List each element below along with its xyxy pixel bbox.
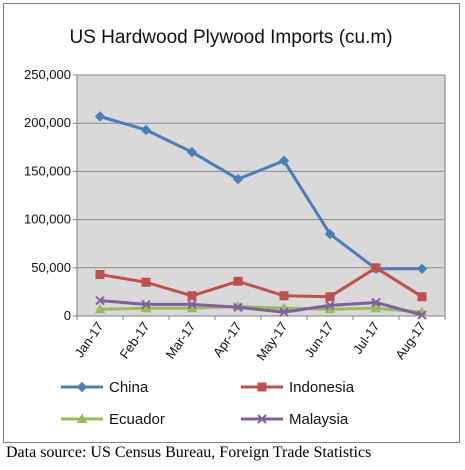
source-note: Data source: US Census Bureau, Foreign T… — [6, 444, 372, 461]
data-point-china — [324, 228, 336, 240]
legend-label-malaysia: Malaysia — [289, 411, 349, 428]
data-point-malaysia — [279, 307, 289, 317]
data-point-ecuador — [94, 303, 106, 314]
data-point-china — [94, 111, 106, 122]
line-chart: US Hardwood Plywood Imports (cu.m) 0 50,0… — [3, 3, 460, 443]
legend-marker-indonesia — [257, 382, 267, 392]
data-point-malaysia — [417, 310, 427, 320]
y-tick-label: 200,000 — [24, 115, 71, 130]
legend-label-ecuador: Ecuador — [109, 411, 165, 428]
y-tick-label: 150,000 — [24, 163, 71, 178]
data-point-malaysia — [187, 299, 197, 310]
series-line-indonesia — [99, 266, 423, 299]
data-point-ecuador — [370, 302, 382, 313]
data-point-indonesia — [141, 277, 151, 287]
plot-background — [76, 74, 446, 317]
data-point-malaysia — [95, 295, 105, 306]
legend: China Indonesia Ecuador Malaysia — [61, 379, 355, 428]
data-point-indonesia — [233, 276, 243, 286]
data-point-indonesia — [95, 270, 105, 280]
series-line-china — [99, 115, 422, 271]
data-point-malaysia — [325, 300, 335, 311]
chart-frame: US Hardwood Plywood Imports (cu.m) 0 50,0… — [3, 3, 460, 443]
y-tick-label: 100,000 — [24, 212, 71, 227]
data-point-indonesia — [187, 291, 197, 301]
data-point-malaysia — [233, 302, 243, 313]
series-line-malaysia — [99, 299, 423, 317]
data-point-china — [278, 155, 290, 167]
legend-marker-ecuador — [76, 413, 88, 423]
data-point-china — [186, 146, 198, 158]
data-point-china — [140, 124, 152, 136]
series-line-ecuador — [99, 304, 423, 314]
legend-label-china: China — [109, 379, 149, 396]
data-point-china — [232, 173, 244, 185]
y-tick-label: 50,000 — [31, 260, 71, 275]
legend-label-indonesia: Indonesia — [289, 379, 355, 396]
data-point-indonesia — [279, 291, 289, 301]
data-point-malaysia — [371, 297, 381, 308]
data-point-china — [416, 263, 428, 274]
y-tick-label: 0 — [64, 308, 71, 323]
data-point-indonesia — [371, 263, 381, 273]
data-point-malaysia — [141, 299, 151, 310]
data-point-indonesia — [325, 292, 335, 302]
legend-marker-malaysia — [257, 414, 267, 424]
legend-marker-china — [76, 381, 88, 393]
chart-title: US Hardwood Plywood Imports (cu.m) — [69, 27, 392, 48]
data-point-indonesia — [417, 292, 427, 302]
y-tick-label: 250,000 — [24, 67, 71, 82]
